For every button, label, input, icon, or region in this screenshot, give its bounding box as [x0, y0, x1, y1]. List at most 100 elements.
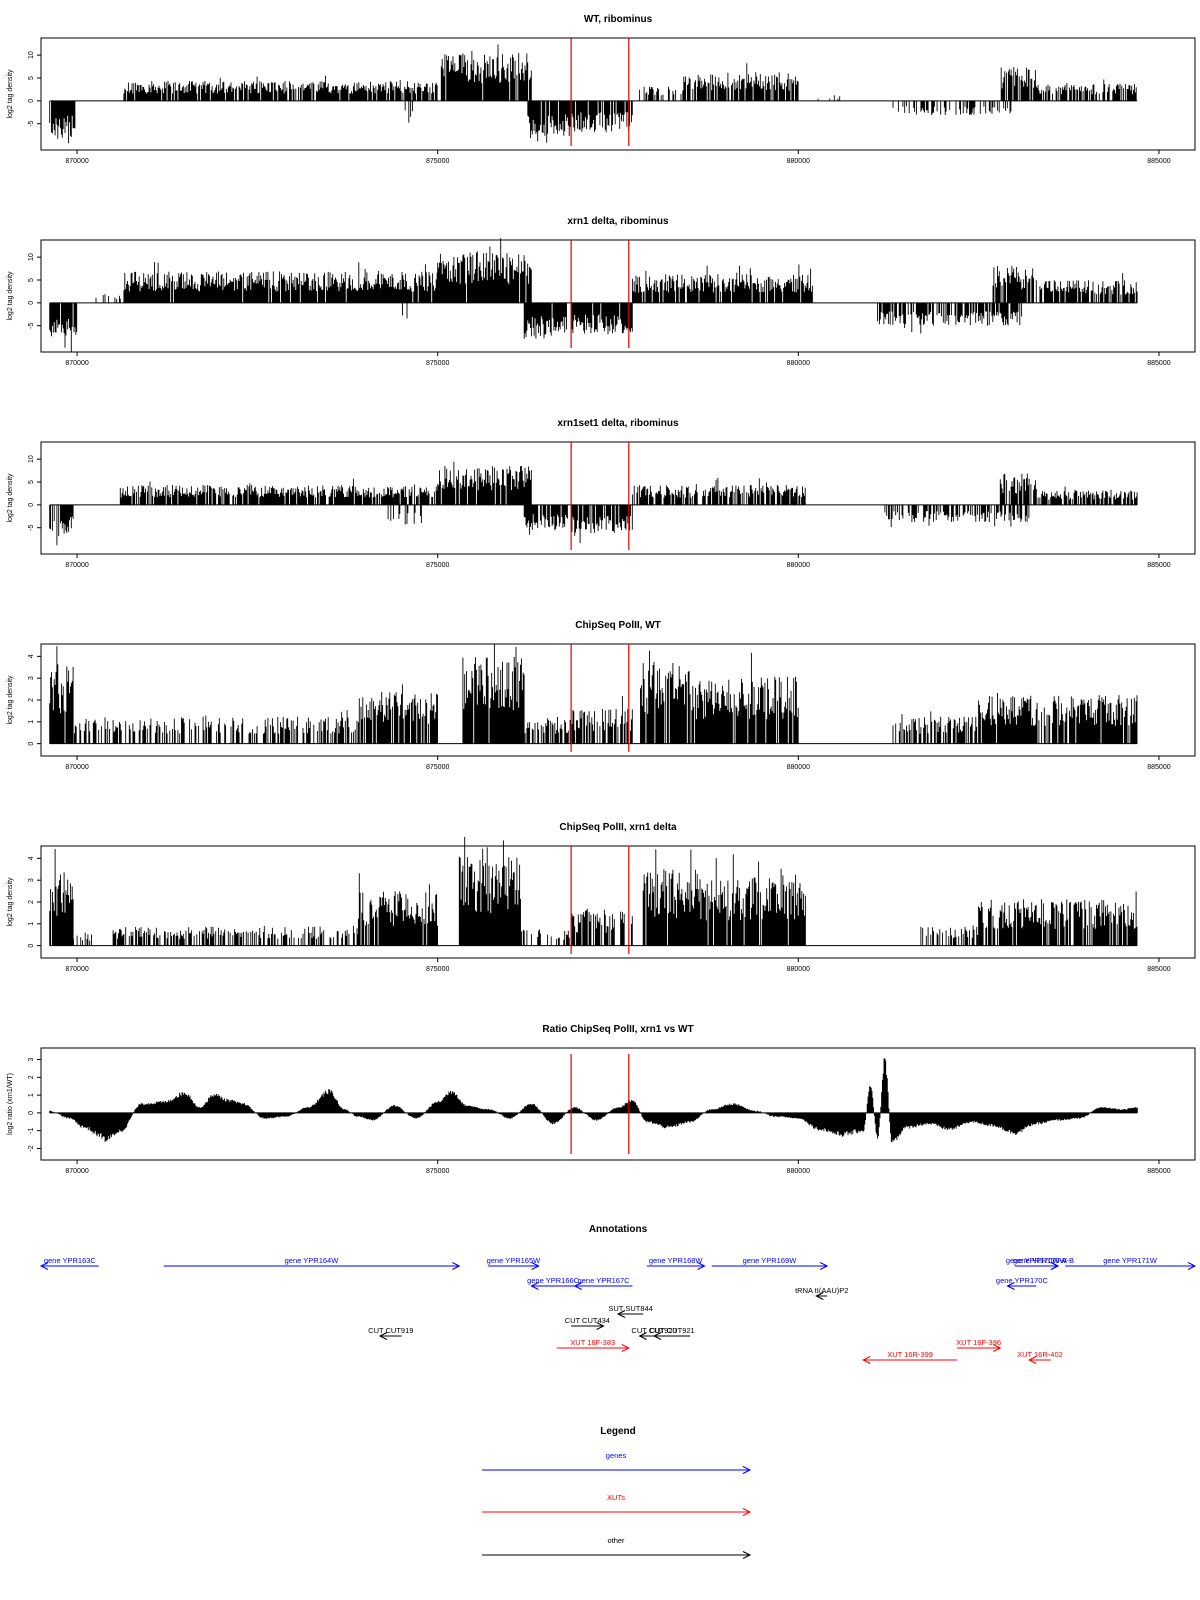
y-axis-label: log2 ratio (xrn1/WT) — [7, 1073, 14, 1135]
annotation-feature: gene YPR169W — [711, 1256, 829, 1270]
legend-label: genes — [606, 1451, 627, 1460]
arrowhead — [742, 1466, 752, 1474]
annotation-feature: tRNA tI(AAU)P2 — [795, 1286, 848, 1300]
x-tick-label: 875000 — [426, 764, 449, 771]
annotation-feature: XUT 16F-396 — [956, 1338, 1002, 1352]
plot-frame — [40, 441, 1196, 555]
feature-label: gene YPR166C — [527, 1276, 580, 1285]
arrowhead — [1027, 1356, 1037, 1364]
feature-label: gene YPR171W — [1103, 1256, 1158, 1265]
x-tick-label: 885000 — [1147, 360, 1170, 367]
y-tick-label: 1 — [28, 922, 35, 926]
y-tick-label: 0 — [28, 301, 35, 305]
y-tick-label: 0 — [28, 742, 35, 746]
panel-title: ChipSeq PolII, WT — [575, 620, 661, 631]
x-tick-label: 885000 — [1147, 158, 1170, 165]
x-tick-label: 875000 — [426, 158, 449, 165]
y-axis-label: log2 tag density — [7, 473, 14, 523]
y-tick-label: 2 — [28, 1075, 35, 1079]
feature-label: gene YPR167C — [578, 1276, 631, 1285]
panel-2: xrn1 delta, ribominus -5 0 5 10 log2 tag dens… — [7, 216, 1196, 367]
arrowhead — [742, 1508, 752, 1516]
annotation-feature: gene YPR166C — [527, 1276, 580, 1290]
annotation-feature: gene YPR167C — [573, 1276, 633, 1290]
y-tick-label: 0 — [28, 99, 35, 103]
arrowhead — [616, 1310, 626, 1318]
annotation-feature: XUT 16F-383 — [556, 1338, 630, 1352]
signal-bars — [49, 238, 1138, 353]
feature-label: CUT CUT434 — [565, 1316, 610, 1325]
y-tick-label: -1 — [28, 1127, 35, 1133]
y-axis-label: log2 tag density — [7, 675, 14, 725]
signal-bar-series — [49, 836, 1138, 946]
panel-title: WT, ribominus — [584, 14, 653, 25]
legend-label: other — [607, 1536, 625, 1545]
legend-entry: other — [482, 1536, 752, 1559]
x-tick-label: 875000 — [426, 360, 449, 367]
y-tick-label: 5 — [28, 278, 35, 282]
feature-label: gene YPR170C — [996, 1276, 1049, 1285]
y-tick-label: 3 — [28, 1058, 35, 1062]
x-tick-label: 875000 — [426, 562, 449, 569]
panel-title: xrn1set1 delta, ribominus — [557, 418, 679, 429]
annotation-feature: gene YPR168W — [646, 1256, 706, 1270]
y-tick-label: 1 — [28, 720, 35, 724]
feature-label: gene YPR163C — [44, 1256, 97, 1265]
signal-bar-series — [49, 461, 1138, 546]
x-tick-label: 880000 — [787, 562, 810, 569]
annotation-feature: CUT CUT919 — [368, 1326, 413, 1340]
annotation-feature: CUT CUT921 — [649, 1326, 695, 1340]
panel-3: xrn1set1 delta, ribominus -5 0 5 10 log2 tag … — [7, 418, 1196, 569]
feature-label: XUT 16F-396 — [956, 1338, 1001, 1347]
panel-5: ChipSeq PolII, xrn1 delta 0 1 2 3 4 log2 tag d… — [7, 822, 1196, 973]
plot-frame — [40, 37, 1196, 151]
feature-label: CUT CUT920 — [631, 1326, 676, 1335]
y-axis-label: log2 tag density — [7, 271, 14, 321]
y-tick-label: 4 — [28, 856, 35, 860]
arrowhead — [819, 1262, 829, 1270]
signal-bars — [49, 461, 1138, 546]
arrowhead — [530, 1282, 539, 1290]
annotation-feature: XUT 16R-399 — [862, 1350, 957, 1364]
y-tick-label: 0 — [28, 1111, 35, 1115]
y-tick-label: -2 — [28, 1145, 35, 1151]
legend-title: Legend — [600, 1426, 636, 1437]
arrowhead — [573, 1282, 582, 1290]
y-tick-label: 0 — [28, 944, 35, 948]
y-tick-label: 10 — [28, 253, 35, 261]
arrowhead — [815, 1292, 824, 1300]
y-tick-label: 10 — [28, 51, 35, 59]
annotation-feature: gene YPR170C — [996, 1276, 1049, 1290]
x-tick-label: 875000 — [426, 966, 449, 973]
arrowhead — [596, 1322, 605, 1330]
annotation-feature: SUT SUT844 — [608, 1304, 653, 1318]
x-tick-label: 870000 — [65, 158, 88, 165]
feature-label: tRNA tI(AAU)P2 — [795, 1286, 848, 1295]
y-axis-label: log2 tag density — [7, 69, 14, 119]
panel-title: ChipSeq PolII, xrn1 delta — [559, 822, 677, 833]
legend-entry: XUTs — [482, 1493, 752, 1516]
arrowhead — [452, 1262, 461, 1270]
y-tick-label: 1 — [28, 1093, 35, 1097]
signal-bar-series — [49, 44, 1137, 144]
feature-label: gene YPR164W — [285, 1256, 340, 1265]
y-axis-label: log2 tag density — [7, 877, 14, 927]
ratio-area — [49, 1058, 1138, 1143]
y-tick-label: 0 — [28, 503, 35, 507]
arrowhead — [1187, 1262, 1197, 1270]
x-tick-label: 880000 — [787, 966, 810, 973]
arrowhead — [742, 1551, 752, 1559]
x-tick-label: 880000 — [787, 1168, 810, 1175]
arrowhead — [862, 1356, 871, 1364]
annotations-panel: Annotations gene YPR163C gene YPR164W gene … — [39, 1224, 1197, 1364]
y-tick-label: 3 — [28, 676, 35, 680]
arrowhead — [39, 1262, 49, 1270]
y-tick-label: 5 — [28, 480, 35, 484]
arrowhead — [697, 1262, 706, 1270]
annotation-feature: gene YPR170W-B — [1013, 1256, 1074, 1270]
y-tick-label: 2 — [28, 900, 35, 904]
arrowhead — [652, 1332, 662, 1340]
x-tick-label: 870000 — [65, 562, 88, 569]
arrowhead — [378, 1332, 388, 1340]
